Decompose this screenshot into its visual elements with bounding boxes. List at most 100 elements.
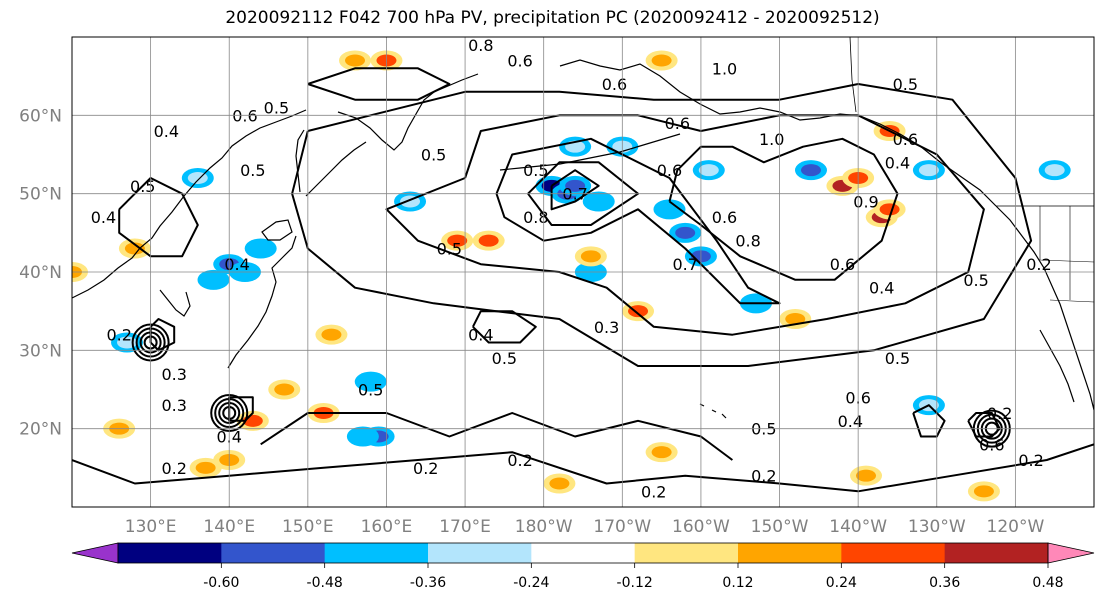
contour-label: 0.4 bbox=[154, 122, 179, 141]
precip-cell bbox=[274, 383, 295, 396]
contour-label: 0.4 bbox=[885, 153, 910, 172]
pv-contour bbox=[118, 177, 199, 258]
precip-cell bbox=[447, 234, 468, 247]
lon-label: 160°W bbox=[672, 517, 730, 537]
contour-label: 0.2 bbox=[1026, 255, 1051, 274]
contour-label: 0.6 bbox=[602, 75, 627, 94]
korea-coastline bbox=[159, 289, 191, 317]
contour-label: 0.6 bbox=[979, 435, 1004, 454]
lon-label: 150°W bbox=[751, 517, 809, 537]
contour-label: 0.6 bbox=[830, 255, 855, 274]
precip-cell bbox=[1044, 164, 1065, 177]
map-title: 2020092112 F042 700 hPa PV, precipitatio… bbox=[225, 8, 880, 28]
colorbar-segment bbox=[428, 543, 532, 563]
lon-label: 130°W bbox=[908, 517, 966, 537]
precip-cell bbox=[785, 313, 806, 325]
lon-label: 170°E bbox=[439, 517, 491, 537]
contour-label: 0.8 bbox=[735, 232, 760, 251]
contour-label: 0.6 bbox=[507, 52, 532, 71]
precip-cell bbox=[973, 485, 994, 498]
japan-coastline bbox=[227, 235, 297, 369]
precip-cell bbox=[195, 461, 216, 474]
colorbar-tick-label: -0.24 bbox=[513, 575, 549, 591]
graticule bbox=[72, 37, 1094, 507]
precip-cell bbox=[360, 375, 381, 388]
precip-cell bbox=[675, 226, 696, 239]
colorbar-segment bbox=[531, 543, 636, 563]
pv-contour bbox=[307, 67, 451, 101]
longitude-labels: 130°E 140°E 150°E 160°E 170°E 180°W 170°W 160°W… bbox=[125, 517, 1045, 537]
colorbar-tick-label: 0.24 bbox=[826, 575, 857, 591]
contour-label: 0.6 bbox=[893, 130, 918, 149]
alaska-canada-border bbox=[849, 37, 857, 113]
lat-label: 50°N bbox=[19, 185, 62, 205]
pv-contour bbox=[495, 137, 781, 305]
precip-cell bbox=[124, 242, 145, 255]
lon-label: 150°E bbox=[282, 517, 334, 537]
colorbar: -0.60 -0.48 -0.36 -0.24 -0.12 0.12 0.24 0.36 0.4… bbox=[71, 542, 1095, 591]
colorbar-segment bbox=[841, 543, 946, 563]
colorbar-tick-label: 0.36 bbox=[929, 575, 960, 591]
contour-label: 0.3 bbox=[594, 318, 619, 337]
contour-label: 0.4 bbox=[838, 412, 863, 431]
precip-cell bbox=[580, 250, 601, 263]
lon-label: 160°E bbox=[361, 517, 413, 537]
colorbar-tick-label: 0.48 bbox=[1032, 575, 1063, 591]
contour-label: 0.5 bbox=[893, 75, 918, 94]
contour-label: 0.5 bbox=[885, 349, 910, 368]
contour-label: 0.6 bbox=[657, 161, 682, 180]
precip-cell bbox=[856, 469, 877, 482]
precip-cell bbox=[698, 164, 719, 177]
contour-label: 0.7 bbox=[562, 185, 587, 204]
lon-label: 180°W bbox=[515, 517, 573, 537]
contour-label: 0.5 bbox=[751, 420, 776, 439]
colorbar-tick-label: -0.48 bbox=[307, 575, 343, 591]
precip-cell bbox=[651, 446, 672, 459]
colorbar-tick-label: -0.60 bbox=[203, 575, 239, 591]
precip-cell bbox=[352, 430, 373, 443]
baja-coastline bbox=[1039, 329, 1075, 403]
precip-cell bbox=[588, 195, 609, 208]
colorbar-tick-label: -0.36 bbox=[410, 575, 446, 591]
pv-contour bbox=[472, 310, 537, 344]
precip-cell bbox=[651, 54, 672, 67]
contour-label: 0.5 bbox=[437, 240, 462, 259]
pv-contour bbox=[260, 412, 733, 461]
contour-label: 0.5 bbox=[492, 349, 517, 368]
precip-cell bbox=[879, 203, 900, 216]
contour-label: 0.6 bbox=[232, 106, 257, 125]
contour-label: 0.2 bbox=[161, 459, 186, 478]
contour-label: 0.5 bbox=[523, 161, 548, 180]
contour-label: 0.5 bbox=[240, 161, 265, 180]
colorbar-segment bbox=[944, 543, 1049, 563]
colorbar-segment bbox=[634, 543, 739, 563]
lat-label: 30°N bbox=[19, 341, 62, 361]
contour-label: 0.2 bbox=[507, 451, 532, 470]
pv-contour bbox=[668, 137, 899, 281]
precip-cell bbox=[918, 164, 939, 177]
kamchatka-coastline bbox=[337, 73, 479, 151]
colorbar-outline bbox=[117, 542, 1049, 564]
lon-label: 140°W bbox=[829, 517, 887, 537]
contour-label: 0.9 bbox=[853, 193, 878, 212]
colorbar-segment bbox=[738, 543, 842, 563]
lon-label: 140°E bbox=[203, 517, 255, 537]
contour-label: 0.3 bbox=[161, 396, 186, 415]
contour-label: 0.4 bbox=[468, 326, 493, 345]
us-state-borders bbox=[1039, 206, 1094, 303]
precip-cell bbox=[659, 203, 680, 216]
aleutian-islands bbox=[499, 133, 681, 171]
lon-label: 120°W bbox=[987, 517, 1045, 537]
precip-cell bbox=[628, 305, 649, 318]
lat-label: 40°N bbox=[19, 263, 62, 283]
contour-label: 0.2 bbox=[1018, 451, 1043, 470]
precip-cell bbox=[250, 242, 271, 255]
kuril-islands bbox=[305, 141, 367, 197]
contour-label: 0.2 bbox=[751, 467, 776, 486]
precip-cell bbox=[321, 328, 342, 341]
north-america-coastline bbox=[995, 205, 1094, 411]
contour-label: 0.2 bbox=[987, 404, 1012, 423]
precip-cell bbox=[800, 164, 821, 177]
sakhalin-coastline bbox=[295, 129, 305, 193]
